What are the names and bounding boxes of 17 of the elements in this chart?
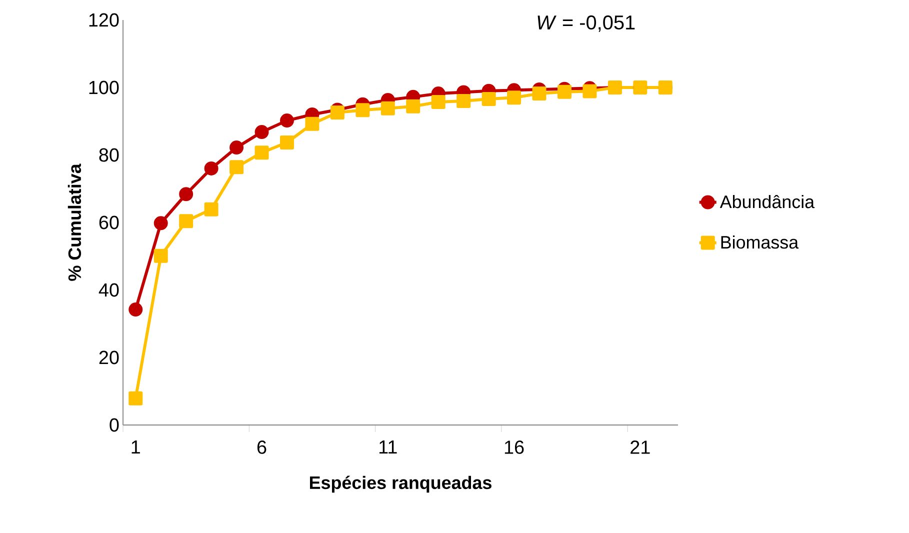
y-tick-label: 60 [99,216,119,230]
x-tick-label: 16 [504,440,524,454]
y-tick-label: 100 [89,80,119,94]
x-tick-label: 11 [380,440,397,454]
y-axis-title: % Cumulativa [68,164,82,281]
x-tick-label: 21 [630,440,650,454]
y-tick-label: 0 [110,418,119,432]
y-tick-label: 80 [99,148,119,162]
x-tick-label: 6 [257,440,266,454]
x-axis-title: Espécies ranqueadas [310,476,492,493]
legend-label: Biomassa [721,236,799,249]
y-tick-label: 120 [89,13,119,27]
annotation: W = -0,051 [538,15,635,32]
legend-label: Abundância [720,194,815,208]
y-tick-label: 40 [98,283,119,297]
y-tick-label: 20 [99,350,119,364]
x-tick-label: 1 [132,440,140,454]
